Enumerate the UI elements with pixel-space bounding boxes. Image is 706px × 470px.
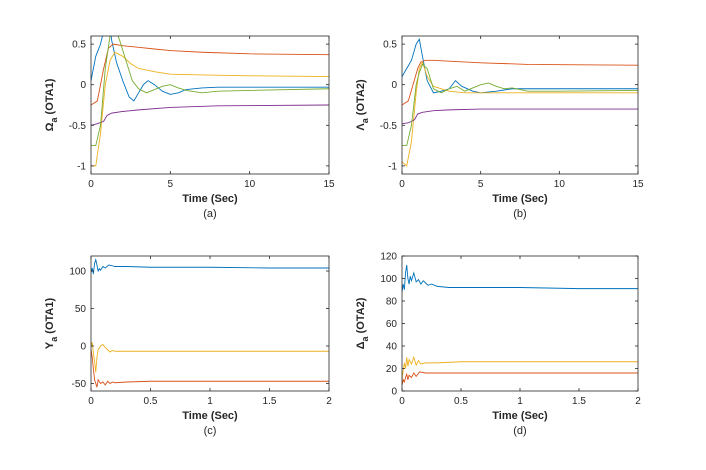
y-tick-label: -0.5 (380, 121, 398, 132)
plot-frame (401, 255, 639, 392)
y-tick-label: 100 (69, 267, 86, 278)
x-tick-label: 10 (554, 179, 566, 190)
x-axis-label: Time (Sec) (182, 193, 238, 205)
panel-caption: (c) (204, 425, 217, 437)
panel-caption: (a) (203, 208, 216, 220)
series-line-blue (402, 38, 638, 94)
series-line-purple (91, 104, 329, 126)
series-line-red (402, 371, 638, 386)
x-axis-label: Time (Sec) (492, 193, 548, 205)
y-axis-symbol: Ω (44, 122, 56, 131)
y-axis-unit: (OTA2) (355, 297, 367, 336)
x-tick-label: 0 (399, 396, 405, 407)
series-line-green (402, 63, 638, 147)
y-tick-label: 0 (391, 80, 397, 91)
y-tick-label: 50 (75, 304, 87, 315)
y-axis-unit: (OTA2) (355, 79, 367, 118)
series-line-green (91, 36, 329, 147)
y-tick-label: 0.5 (383, 40, 397, 51)
x-tick-label: 0 (399, 179, 405, 190)
panel-b: 0 5 10 15 -1 -0.5 0 0.5 Time (Sec) (b) Λa (OTA2) (355, 35, 644, 220)
series-line-blue (91, 36, 329, 102)
y-tick-label: 0 (80, 342, 86, 353)
x-tick-label: 1.5 (572, 396, 586, 407)
x-tick-label: 2 (326, 396, 332, 407)
x-tick-label: 0.5 (454, 396, 468, 407)
y-tick-label: 120 (380, 252, 397, 263)
series-line-blue (91, 258, 329, 275)
y-axis-subscript: a (49, 117, 59, 123)
x-tick-label: 1 (207, 396, 213, 407)
x-tick-label: 1.5 (263, 396, 277, 407)
x-tick-label: 0 (88, 396, 94, 407)
y-tick-label: 20 (386, 364, 398, 375)
y-tick-label: -1 (77, 161, 86, 172)
series-line-red (91, 43, 329, 106)
series-line-yellow (91, 342, 329, 373)
series-line-blue (402, 264, 638, 293)
x-tick-label: 15 (632, 179, 644, 190)
y-axis-label: Ωa (OTA1) (44, 78, 59, 131)
y-tick-label: 60 (386, 319, 398, 330)
panel-caption: (d) (513, 425, 526, 437)
y-axis-subscript: a (49, 336, 59, 342)
y-tick-label: -50 (72, 379, 87, 390)
y-tick-label: 0.5 (72, 40, 86, 51)
x-tick-label: 5 (168, 179, 174, 190)
x-axis-label: Time (Sec) (182, 410, 238, 422)
y-tick-label: 40 (386, 342, 398, 353)
series-line-yellow (91, 51, 329, 167)
series-line-purple (402, 108, 638, 125)
x-tick-label: 1 (517, 396, 523, 407)
x-tick-label: 0.5 (144, 396, 158, 407)
y-axis-unit: (OTA1) (44, 78, 56, 117)
panel-a: 0 5 10 15 -1 -0.5 0 0.5 Time (Sec) (a) Ωa (OTA1) (44, 35, 335, 220)
x-axis-label: Time (Sec) (492, 410, 548, 422)
y-axis-subscript: a (360, 117, 370, 123)
y-tick-label: 80 (386, 297, 398, 308)
plot-frame (90, 255, 330, 392)
y-tick-label: -1 (388, 161, 397, 172)
x-tick-label: 2 (635, 396, 641, 407)
panel-caption: (b) (513, 208, 526, 220)
y-tick-label: 0 (391, 387, 397, 398)
y-tick-label: 100 (380, 274, 397, 285)
plot-frame (401, 35, 639, 175)
y-axis-symbol: Υ (44, 341, 56, 349)
series-line-red (402, 59, 638, 106)
x-tick-label: 5 (478, 179, 484, 190)
y-tick-label: 0 (80, 80, 86, 91)
series-line-yellow (402, 60, 638, 167)
x-tick-label: 15 (323, 179, 335, 190)
y-axis-label: Δa (OTA2) (355, 297, 370, 349)
series-line-red (91, 349, 329, 388)
series-line-yellow (402, 355, 638, 380)
x-tick-label: 0 (88, 179, 94, 190)
plot-frame (90, 35, 330, 175)
y-axis-symbol: Δ (355, 341, 367, 349)
y-axis-label: Υa (OTA1) (44, 298, 59, 350)
y-axis-symbol: Λ (355, 123, 367, 131)
y-axis-unit: (OTA1) (44, 298, 56, 337)
y-axis-label: Λa (OTA2) (355, 79, 370, 131)
y-tick-label: -0.5 (69, 121, 87, 132)
x-tick-label: 10 (244, 179, 256, 190)
y-axis-subscript: a (360, 336, 370, 342)
